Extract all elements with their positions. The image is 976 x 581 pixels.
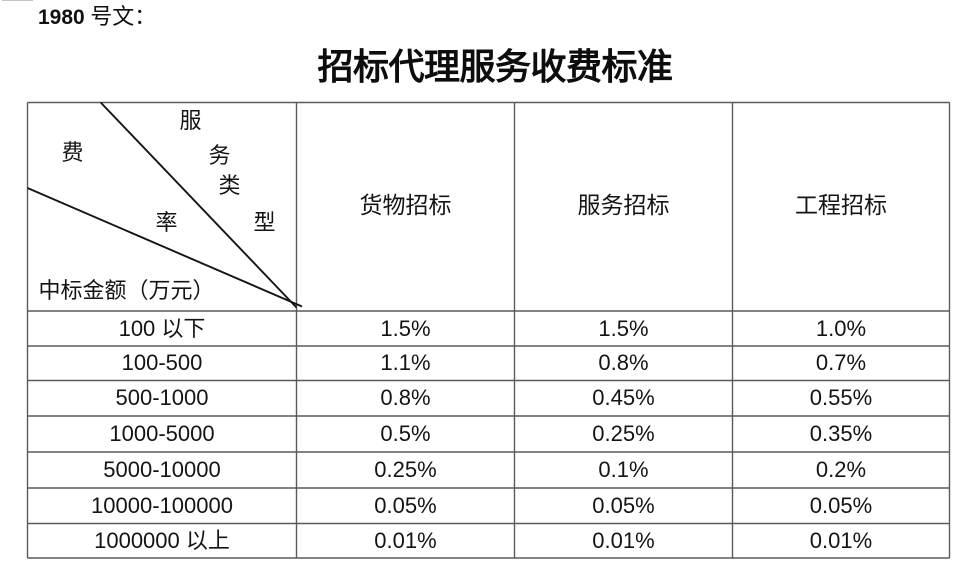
- row-5-amount: 5000-10000: [103, 457, 221, 482]
- page-edge-artifact: [2, 0, 33, 2]
- corner-service-type-char-2: 务: [208, 142, 231, 168]
- row-4-works-rate: 0.35%: [809, 421, 873, 446]
- row-4-amount: 1000-5000: [109, 421, 215, 446]
- row-5-goods-rate: 0.25%: [374, 457, 437, 482]
- row-5-services-rate: 0.1%: [598, 457, 649, 482]
- row-4-goods-rate: 0.5%: [380, 421, 431, 446]
- row-7-goods-rate: 0.01%: [374, 527, 437, 553]
- row-6-amount: 10000-100000: [91, 492, 233, 518]
- column-header-goods: 货物招标: [359, 193, 452, 219]
- document-reference: 1980 号文：: [38, 5, 156, 30]
- corner-service-type-char-1: 服: [179, 107, 202, 133]
- corner-amount-label: 中标金额（万元）: [38, 277, 215, 303]
- row-3-works-rate: 0.55%: [809, 385, 873, 411]
- row-5-works-rate: 0.2%: [815, 457, 867, 482]
- corner-fee-rate-char-1: 费: [61, 139, 84, 165]
- row-3-goods-rate: 0.8%: [380, 385, 431, 411]
- row-6-works-rate: 0.05%: [809, 492, 873, 518]
- row-6-services-rate: 0.05%: [592, 492, 655, 518]
- row-2-works-rate: 0.7%: [815, 350, 867, 376]
- column-header-services: 服务招标: [577, 193, 670, 219]
- column-header-works: 工程招标: [795, 193, 887, 219]
- row-7-works-rate: 0.01%: [809, 527, 873, 553]
- row-7-services-rate: 0.01%: [592, 527, 655, 553]
- row-2-goods-rate: 1.1%: [380, 350, 431, 376]
- row-3-services-rate: 0.45%: [592, 385, 655, 411]
- row-1-amount: 100 以下: [118, 315, 206, 341]
- corner-service-type-char-4: 型: [253, 209, 276, 235]
- document-number: 1980: [38, 6, 85, 29]
- corner-service-type-char-3: 类: [218, 172, 241, 198]
- document-number-suffix: 号文：: [84, 4, 157, 29]
- fee-table: 服 务 类 型 费 率 中标金额（万元） 货物招标 服务招标 工程招标 100 …: [28, 103, 950, 559]
- row-2-services-rate: 0.8%: [598, 350, 649, 376]
- row-3-amount: 500-1000: [115, 385, 209, 411]
- row-1-works-rate: 1.0%: [815, 315, 867, 341]
- page-title: 招标代理服务收费标准: [317, 47, 673, 87]
- row-2-amount: 100-500: [121, 350, 203, 376]
- row-4-services-rate: 0.25%: [592, 421, 655, 446]
- row-1-goods-rate: 1.5%: [380, 315, 431, 341]
- corner-fee-rate-char-2: 率: [155, 209, 178, 235]
- row-7-amount: 1000000 以上: [94, 527, 230, 553]
- corner-header-cell: 服 务 类 型 费 率 中标金额（万元）: [28, 103, 297, 312]
- row-6-goods-rate: 0.05%: [374, 492, 437, 518]
- row-1-services-rate: 1.5%: [598, 315, 649, 341]
